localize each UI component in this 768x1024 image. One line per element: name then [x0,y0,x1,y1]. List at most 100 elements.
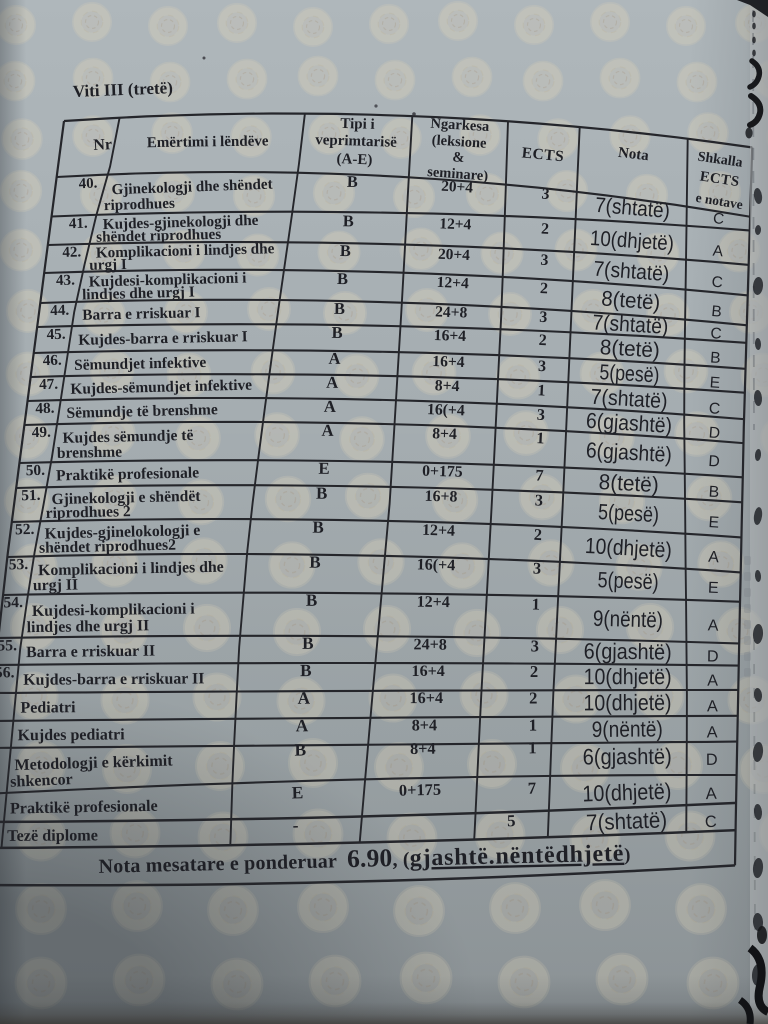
svg-text:B: B [312,518,324,537]
svg-text:6(gjashtë): 6(gjashtë) [584,638,672,664]
svg-text:Nr: Nr [93,136,112,154]
svg-text:B: B [309,553,321,572]
svg-text:shëndet riprodhues2: shëndet riprodhues2 [39,537,177,557]
svg-text:48.: 48. [35,400,55,417]
svg-text:D: D [706,751,718,769]
svg-text:A: A [321,421,333,440]
svg-text:2: 2 [538,332,547,349]
svg-text:2: 2 [539,280,548,297]
svg-text:Kujdes-barra e rriskuar I: Kujdes-barra e rriskuar I [78,328,248,349]
svg-text:12+4: 12+4 [439,215,472,233]
svg-text:40.: 40. [78,175,98,192]
svg-text:10(dhjetë): 10(dhjetë) [583,690,671,715]
svg-text:B: B [708,484,720,502]
svg-text:Metodologji e kërkimit: Metodologji e kërkimit [14,752,173,774]
svg-text:8+4: 8+4 [435,377,460,395]
svg-text:3: 3 [533,559,542,578]
svg-text:1: 1 [532,595,541,614]
svg-text:52.: 52. [15,521,35,538]
svg-text:20+4: 20+4 [441,178,474,197]
svg-text:3: 3 [534,490,543,509]
svg-text:lindjes dhe urgj II: lindjes dhe urgj II [27,617,150,636]
svg-text:16+8: 16+8 [424,488,457,506]
svg-text:seminare): seminare) [427,164,489,184]
svg-text:urgj I: urgj I [89,256,127,274]
svg-text:12+4: 12+4 [422,522,455,540]
svg-text:C: C [704,813,717,831]
svg-text:shëndet riprodhues: shëndet riprodhues [96,226,222,246]
svg-text:8+4: 8+4 [410,739,436,758]
svg-text:49.: 49. [32,424,52,441]
svg-text:E: E [709,374,721,392]
svg-text:B: B [711,303,723,321]
svg-text:A: A [707,723,718,741]
svg-text:ECTS: ECTS [521,144,565,165]
svg-text:A: A [707,672,718,690]
svg-text:44.: 44. [50,303,70,319]
svg-text:8(tetë): 8(tetë) [599,335,660,362]
svg-text:B: B [337,269,348,288]
svg-text:3: 3 [540,252,549,269]
svg-text:B: B [334,299,345,318]
svg-text:A: A [296,716,309,735]
svg-text:56.: 56. [0,664,15,681]
svg-text:e notave: e notave [695,190,744,212]
svg-text:0+175: 0+175 [399,780,442,800]
svg-text:6(gjashtë): 6(gjashtë) [585,408,672,438]
svg-text:D: D [708,424,721,442]
svg-text:8+4: 8+4 [432,425,457,443]
svg-text:3: 3 [538,358,547,375]
svg-text:A: A [708,549,720,567]
svg-text:41.: 41. [69,216,88,233]
svg-text:E: E [318,459,329,478]
svg-text:45.: 45. [46,326,66,343]
svg-text:7(shtatë): 7(shtatë) [586,806,668,835]
svg-text:5(pesë): 5(pesë) [597,499,659,527]
svg-text:B: B [710,349,722,367]
svg-text:10(dhjetë): 10(dhjetë) [589,226,674,256]
svg-text:3: 3 [531,636,539,655]
svg-text:C: C [708,400,721,418]
svg-text:10(dhjetë): 10(dhjetë) [584,664,672,689]
svg-text:A: A [298,689,311,708]
svg-text:Sëmundjet infektive: Sëmundjet infektive [74,354,207,374]
svg-text:C: C [711,274,724,292]
svg-text:B: B [340,241,351,260]
svg-text:50.: 50. [26,462,46,479]
svg-text:E: E [708,580,719,597]
svg-text:Kujdes sëmundje të: Kujdes sëmundje të [62,427,193,447]
svg-text:16+4: 16+4 [434,327,467,345]
svg-text:12+4: 12+4 [436,274,469,292]
svg-text:Pediatri: Pediatri [20,699,76,716]
svg-text:2: 2 [530,662,538,681]
svg-text:Ngarkesa: Ngarkesa [430,116,490,135]
svg-text:(A-E): (A-E) [336,151,372,168]
svg-text:8+4: 8+4 [412,716,438,734]
svg-text:shkencor: shkencor [10,771,73,791]
svg-text:Praktikë profesionale: Praktikë profesionale [10,798,158,818]
svg-text:Kujdesi-komplikacioni i: Kujdesi-komplikacioni i [89,270,248,291]
svg-text:43.: 43. [56,272,76,289]
svg-text:C: C [712,210,725,228]
svg-text:Komplikacioni i lindjes dhe: Komplikacioni i lindjes dhe [38,559,224,580]
svg-text:2: 2 [541,221,550,238]
svg-text:10(dhjetë): 10(dhjetë) [582,779,672,807]
svg-text:C: C [710,325,722,343]
svg-text:46.: 46. [43,352,63,369]
svg-text:B: B [343,211,354,230]
svg-text:0+175: 0+175 [422,463,463,481]
svg-text:3: 3 [536,407,545,424]
svg-text:16(+4: 16(+4 [427,401,465,419]
svg-text:Tipi i: Tipi i [340,116,375,133]
svg-text:51.: 51. [21,487,41,504]
svg-text:Kujdesi-komplikacioni i: Kujdesi-komplikacioni i [32,600,196,620]
svg-text:42.: 42. [62,244,81,261]
svg-text:B: B [332,323,343,342]
svg-text:Gjinekologji e shëndët: Gjinekologji e shëndët [51,488,201,508]
svg-text:12+4: 12+4 [417,594,450,611]
svg-text:16+4: 16+4 [412,663,445,680]
svg-text:16+4: 16+4 [432,353,465,371]
svg-text:1: 1 [528,738,537,757]
svg-text:(leksione: (leksione [431,132,487,151]
